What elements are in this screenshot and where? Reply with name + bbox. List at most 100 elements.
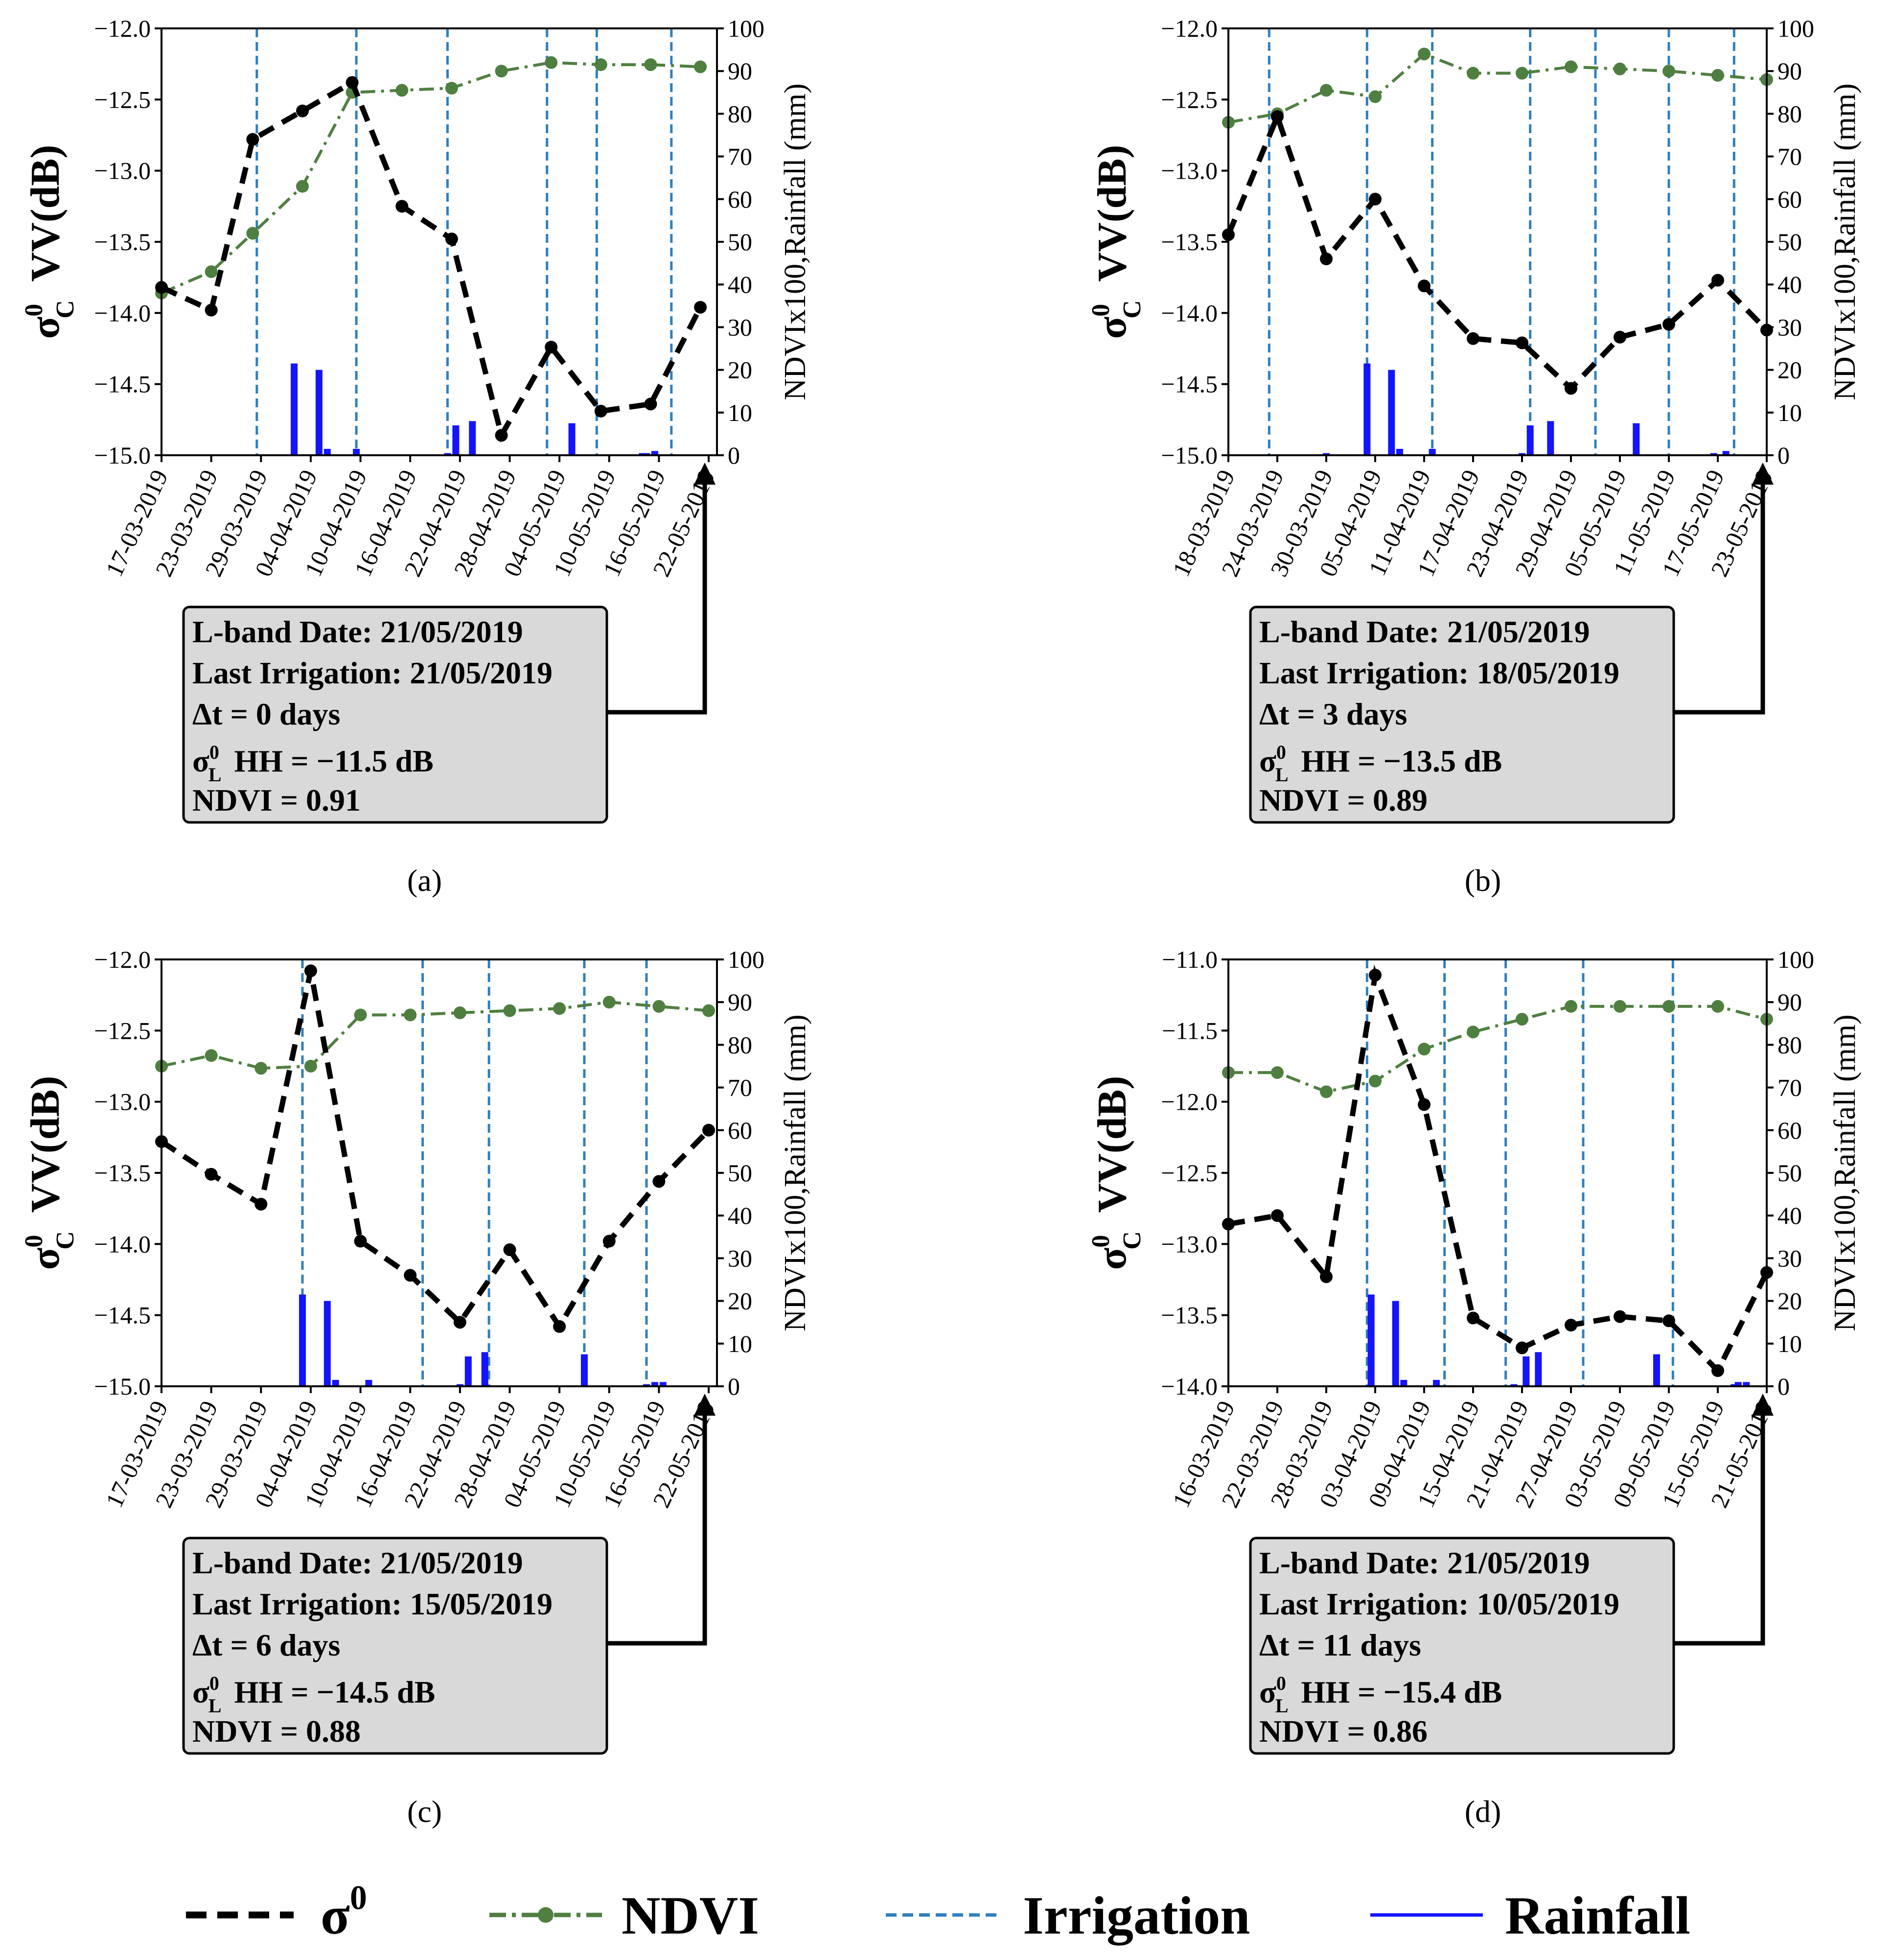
- annotation-line: Δt = 6 days: [192, 1628, 340, 1662]
- y-left-tick-label: −12.0: [94, 946, 151, 973]
- rainfall-bar: [469, 421, 476, 455]
- y-right-tick-label: 70: [1777, 143, 1802, 170]
- y-right-tick-label: 0: [1777, 1373, 1790, 1400]
- y-left-axis-title: σ0 C VV(dB): [20, 1076, 79, 1270]
- sigma0-line: [1225, 109, 1769, 393]
- annotation-hh: σ0 L HH = −14.5 dB: [192, 1672, 435, 1717]
- y-right-tick-label: 100: [728, 15, 764, 42]
- ndvi-point: [395, 84, 409, 97]
- y-left-tick-label: −14.5: [94, 1302, 151, 1329]
- sigma0-point: [1369, 192, 1382, 206]
- chart-panel-b: −15.0 −14.5 −14.0 −13.5 −13.0 −12.5 −12.0 0 10 20…: [1087, 15, 1862, 898]
- sigma0-point: [1662, 1314, 1675, 1328]
- annotation-hh-value: HH = −14.5 dB: [227, 1675, 436, 1709]
- sigma0-point: [205, 303, 218, 317]
- annotation-line: L-band Date: 21/05/2019: [1259, 1545, 1590, 1580]
- y-left-axis-title-sub: C: [51, 300, 79, 319]
- ndvi-line: [161, 61, 701, 295]
- y-left-tick-label: −12.0: [1161, 1088, 1218, 1116]
- y-right-tick-label: 100: [1777, 946, 1814, 973]
- y-left-tick-label: −11.0: [1162, 946, 1218, 973]
- rainfall-bar: [332, 1379, 339, 1386]
- ndvi-point: [1662, 65, 1675, 78]
- y-right-tick-label: 10: [728, 399, 752, 426]
- rainfall-bar: [1653, 1354, 1660, 1386]
- ndvi-point: [702, 1004, 715, 1017]
- plot-frame: [1227, 958, 1768, 1387]
- annotation-line: Δt = 3 days: [1259, 697, 1407, 731]
- panel-label: (a): [407, 863, 442, 898]
- rainfall-bar: [1535, 1352, 1542, 1386]
- rainfall-bar: [1519, 453, 1525, 455]
- y-left-tick-label: −12.5: [94, 86, 151, 113]
- sigma0-point: [453, 1316, 466, 1329]
- y-left-axis-title-sub: C: [51, 1231, 79, 1250]
- y-left-tick-label: −12.0: [1161, 15, 1218, 42]
- chart-panel-a: −15.0 −14.5 −14.0 −13.5 −13.0 −12.5 −12.0 0 10 20…: [20, 15, 812, 898]
- rainfall-bar: [1429, 448, 1436, 455]
- annotation-hh-sup: 0: [1276, 1672, 1286, 1694]
- y-right-tick-label: 70: [728, 143, 752, 170]
- sigma0-point: [602, 1235, 616, 1248]
- rainfall-bar: [1633, 423, 1640, 455]
- y-left-tick-label: −14.5: [94, 371, 151, 398]
- ndvi-point: [1565, 60, 1577, 73]
- ndvi-point: [296, 180, 309, 193]
- y-right-tick-label: 50: [728, 228, 752, 256]
- y-left-tick-label: −13.0: [94, 1088, 151, 1116]
- sigma0-point: [246, 133, 259, 146]
- rainfall-bar: [1734, 1382, 1742, 1386]
- sigma0-point: [1467, 1311, 1479, 1325]
- y-right-tick-label: 20: [1777, 356, 1802, 384]
- y-left-axis-title-sup: 0: [1087, 1235, 1115, 1248]
- y-left-tick-label: −13.0: [94, 157, 151, 185]
- ndvi-point: [1320, 1085, 1333, 1098]
- sigma0-point: [296, 104, 309, 117]
- annotation-ndvi: NDVI = 0.86: [1259, 1714, 1428, 1749]
- y-right-tick-label: 10: [1777, 1330, 1802, 1357]
- plot-frame: [161, 958, 718, 1387]
- rainfall-bar: [1400, 1379, 1407, 1386]
- ndvi-point: [1467, 1026, 1479, 1039]
- annotation-line: Δt = 0 days: [192, 697, 340, 731]
- y-left-axis-title-text: VV(dB): [23, 1076, 68, 1223]
- ndvi-point: [545, 56, 558, 69]
- annotation-arrow-head: [694, 463, 716, 485]
- legend-ndvi-marker: [538, 1907, 554, 1923]
- sigma0-point: [254, 1197, 268, 1211]
- y-right-tick-label: 0: [1777, 442, 1790, 469]
- sigma0-point: [503, 1243, 516, 1256]
- annotation-line: Last Irrigation: 10/05/2019: [1259, 1587, 1619, 1621]
- annotation-hh-symbol: σ: [192, 744, 209, 778]
- annotation-arrow-head: [694, 1394, 716, 1416]
- y-right-axis-title: NDVIx100,Rainfall (mm): [1828, 1014, 1862, 1331]
- y-right-tick-label: 0: [728, 442, 740, 469]
- sigma0-point: [644, 397, 657, 411]
- chart-panel-c: −15.0 −14.5 −14.0 −13.5 −13.0 −12.5 −12.0 0 10 20…: [20, 946, 812, 1829]
- y-left-tick-label: −14.0: [94, 299, 151, 327]
- annotation-hh-sup: 0: [209, 1672, 219, 1694]
- sigma0-point: [545, 341, 558, 354]
- y-right-tick-label: 20: [728, 1287, 752, 1315]
- sigma0-line: [1228, 964, 1769, 1376]
- rainfall-bar: [452, 425, 460, 455]
- y-right-tick-label: 40: [1777, 271, 1802, 298]
- y-left-tick-label: −11.5: [1162, 1017, 1218, 1044]
- sigma0-line: [160, 78, 703, 443]
- y-left-tick-label: −13.5: [94, 1159, 151, 1187]
- y-left-tick-label: −15.0: [94, 442, 151, 469]
- y-left-axis-title-symbol: σ: [23, 316, 68, 339]
- rainfall-bar: [659, 1382, 667, 1386]
- rainfall-bar: [639, 453, 646, 455]
- rainfall-bar: [291, 363, 298, 455]
- y-left-axis-title: σ0 C VV(dB): [1087, 1076, 1146, 1270]
- legend-sigma0-sup: 0: [350, 1879, 367, 1917]
- rainfall-bar: [353, 448, 360, 455]
- y-right-tick-label: 30: [1777, 313, 1802, 341]
- ndvi-line: [1228, 52, 1767, 124]
- ndvi-point: [1516, 1013, 1528, 1026]
- rainfall-bar: [1547, 421, 1554, 455]
- y-right-tick-label: 90: [728, 57, 752, 85]
- y-left-tick-label: −12.5: [1161, 86, 1218, 113]
- panel-label: (c): [407, 1794, 442, 1829]
